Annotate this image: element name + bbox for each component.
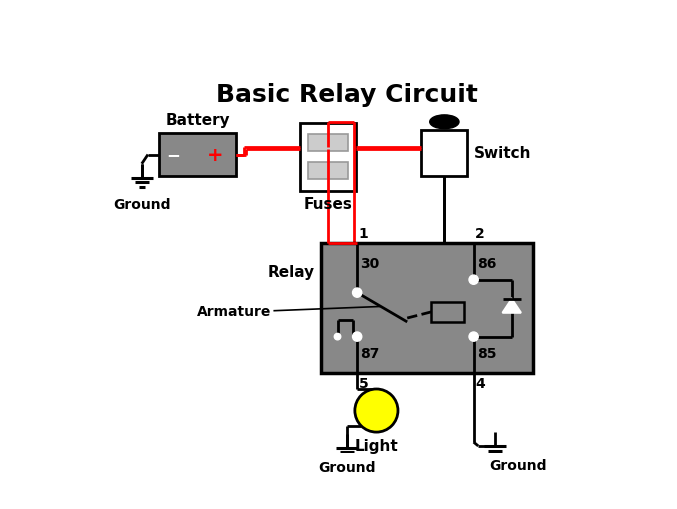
Polygon shape	[502, 299, 521, 313]
Bar	[421, 130, 467, 176]
Text: 2: 2	[475, 227, 485, 241]
Bar	[321, 244, 533, 373]
Text: 4: 4	[475, 376, 485, 390]
Text: 1: 1	[359, 227, 368, 241]
Text: Basic Relay Circuit: Basic Relay Circuit	[216, 82, 477, 106]
Bar	[308, 135, 348, 152]
Text: 87: 87	[360, 347, 380, 361]
Text: Relay: Relay	[268, 265, 315, 280]
Circle shape	[355, 389, 398, 432]
Bar	[160, 134, 236, 176]
Text: 86: 86	[477, 256, 496, 270]
Text: Switch: Switch	[474, 146, 531, 161]
Circle shape	[469, 332, 478, 342]
Text: Light: Light	[355, 438, 398, 454]
Text: Battery: Battery	[166, 113, 230, 128]
Text: −: −	[167, 146, 180, 164]
Bar	[308, 162, 348, 180]
Text: +: +	[206, 146, 223, 165]
Text: 85: 85	[477, 347, 496, 361]
Text: 5: 5	[359, 376, 368, 390]
Bar	[431, 302, 464, 322]
Circle shape	[353, 289, 362, 298]
Text: Armature: Armature	[197, 304, 271, 318]
Circle shape	[353, 332, 362, 342]
Text: Ground: Ground	[489, 459, 547, 472]
Text: 30: 30	[360, 256, 380, 270]
Text: Fuses: Fuses	[304, 196, 353, 211]
Circle shape	[334, 334, 341, 340]
Text: Ground: Ground	[113, 197, 171, 211]
Circle shape	[469, 275, 478, 285]
Text: Ground: Ground	[318, 460, 376, 474]
Bar	[301, 124, 356, 192]
Ellipse shape	[430, 116, 459, 129]
